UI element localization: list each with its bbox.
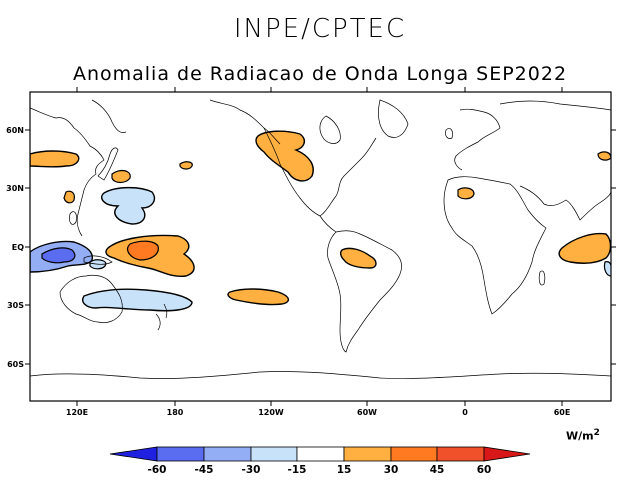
anomaly-orange-central-pacific-core: [127, 240, 159, 261]
colorbar-label: -45: [195, 464, 214, 476]
colorbar-segment: [250, 446, 298, 462]
colorbar-segment: [390, 446, 438, 462]
colorbar-arrow-high: [483, 446, 531, 462]
coast-europe: [454, 108, 501, 171]
coastlines: [30, 99, 611, 379]
lat-tick-label: 30S: [7, 301, 24, 310]
anomaly-orange-small-3: [179, 161, 193, 170]
anomaly-blue-indo-mid: [41, 247, 76, 264]
coast-central-america: [319, 215, 337, 233]
colorbar-label: -15: [288, 464, 307, 476]
anomaly-orange-w-pacific: [30, 150, 80, 168]
lat-tick-label: 60N: [6, 126, 24, 135]
coast-philippines: [69, 211, 77, 225]
coast-hudson-bay: [319, 115, 341, 144]
coast-japan: [97, 147, 119, 181]
units-exponent: 2: [593, 428, 600, 438]
lat-tick-label: 60S: [7, 360, 24, 369]
lon-tick-label: 120E: [66, 408, 88, 417]
anomaly-orange-small-2: [111, 169, 131, 184]
main-title: INPE/CPTEC: [233, 14, 407, 44]
coast-antarctica: [30, 371, 611, 379]
coast-uk: [445, 128, 453, 139]
coast-south-america: [327, 230, 402, 353]
lon-tick-label: 60E: [554, 408, 571, 417]
colorbar-segment: [436, 446, 485, 462]
anomaly-blue-south-pacific: [82, 288, 193, 312]
colorbar-label: -60: [148, 464, 167, 476]
colorbar-segment: [343, 446, 392, 462]
lat-tick-label: 30N: [6, 184, 24, 193]
units-label: W/m2: [566, 428, 600, 443]
coast-east-asia: [30, 107, 105, 237]
colorbar-arrow-low: [109, 446, 158, 462]
lon-tick-label: 0: [462, 408, 468, 417]
colorbar-label: 60: [477, 464, 492, 476]
anomaly-orange-asia-small: [597, 151, 611, 161]
colorbar-label: -30: [242, 464, 261, 476]
coast-greenland: [378, 99, 409, 138]
anomaly-orange-south-america: [339, 247, 377, 269]
coast-north-america-west: [263, 127, 321, 217]
lat-tick-label: EQ: [12, 243, 24, 252]
anomaly-orange-small-1: [63, 190, 75, 204]
colorbar-label: 45: [430, 464, 445, 476]
anomaly-blue-africa-east: [603, 261, 611, 277]
coast-asia-north: [499, 100, 611, 111]
coast-new-guinea: [83, 255, 113, 265]
units-base: W/m: [566, 429, 594, 443]
coast-africa: [443, 176, 547, 315]
coast-madagascar: [538, 270, 546, 286]
lon-tick-label: 180: [167, 408, 184, 417]
anomaly-orange-indian-ocean: [558, 232, 611, 264]
chart-title: Anomalia de Radiacao de Onda Longa SEP20…: [72, 63, 568, 85]
colorbar-label: 30: [384, 464, 399, 476]
anomaly-blue-nw-pacific: [100, 186, 156, 225]
anomaly-orange-se-pacific: [227, 288, 289, 306]
lon-tick-label: 120W: [258, 408, 284, 417]
coast-new-zealand: [155, 303, 168, 331]
anomaly-orange-north-america: [255, 130, 314, 182]
coast-arabia-india: [519, 185, 611, 221]
coast-north-america-east: [319, 137, 377, 217]
anomaly-orange-africa: [457, 187, 475, 200]
colorbar-segment: [156, 446, 205, 462]
lon-tick-label: 60W: [357, 408, 377, 417]
coast-alaska: [209, 99, 281, 145]
colorbar: [109, 446, 531, 462]
lon-tick-marks: [76, 87, 563, 406]
colorbar-segment: [203, 446, 252, 462]
colorbar-segment: [296, 446, 345, 462]
colorbar-label: 15: [337, 464, 352, 476]
map-field: [30, 99, 611, 379]
lat-tick-marks: [25, 129, 616, 365]
coast-australia: [59, 274, 123, 324]
coast-kamchatka: [91, 99, 127, 133]
